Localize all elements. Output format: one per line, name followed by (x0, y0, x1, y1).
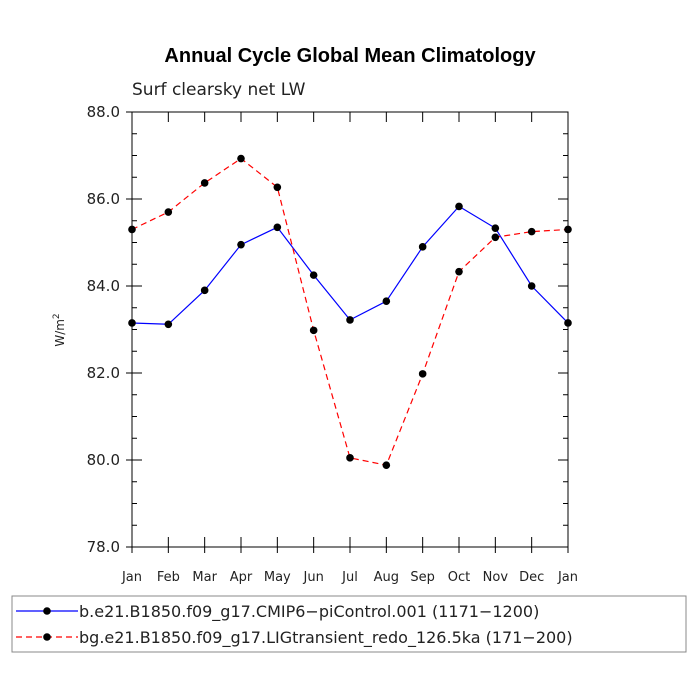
x-tick-label: Jan (121, 570, 142, 585)
legend-marker (43, 633, 51, 641)
data-point (527, 227, 536, 236)
legend-item-2: bg.e21.B1850.f09_g17.LIGtransient_redo_1… (16, 628, 573, 648)
plot-frame (131, 111, 569, 548)
chart-subtitle: Surf clearsky net LW (132, 80, 306, 100)
x-tick-label: Oct (448, 570, 470, 585)
data-point (200, 179, 209, 187)
legend-label: b.e21.B1850.f09_g17.CMIP6−piControl.001 … (79, 602, 539, 622)
y-tick-label: 78.0 (87, 538, 120, 556)
data-point (527, 282, 536, 290)
data-point (564, 225, 572, 234)
data-point (237, 154, 245, 163)
legend-label: bg.e21.B1850.f09_g17.LIGtransient_redo_1… (79, 628, 573, 648)
series-layer (128, 154, 572, 470)
data-point (418, 370, 427, 378)
y-tick-label: 88.0 (87, 103, 120, 121)
data-point (237, 240, 245, 249)
x-tick-label: May (264, 570, 291, 585)
y-tick-label: 84.0 (87, 277, 120, 295)
x-tick-label: Mar (192, 570, 217, 585)
data-point (346, 454, 354, 462)
chart-title: Annual Cycle Global Mean Climatology (164, 45, 536, 67)
data-point (455, 202, 463, 211)
data-point (455, 267, 463, 276)
data-point (418, 243, 427, 251)
data-point (564, 319, 572, 327)
legend: b.e21.B1850.f09_g17.CMIP6−piControl.001 … (16, 602, 573, 648)
x-tick-label: Aug (374, 570, 399, 585)
data-point (491, 224, 500, 232)
x-tick-labels: Jan Feb Mar Apr May Jun Jul Aug Sep Oct Nov Dec Jan (121, 570, 578, 585)
legend-item-1: b.e21.B1850.f09_g17.CMIP6−piControl.001 … (16, 602, 539, 622)
data-point (128, 319, 136, 327)
axis-ticks (126, 111, 569, 553)
data-point (164, 208, 173, 216)
x-tick-label: Sep (410, 570, 435, 585)
data-point (128, 225, 136, 234)
data-point (309, 326, 318, 335)
data-point (273, 223, 282, 232)
series-line (131, 205, 569, 325)
x-tick-label: Nov (483, 570, 509, 585)
x-tick-label: Jun (303, 570, 324, 585)
x-tick-label: Jan (557, 570, 578, 585)
y-axis-label: W/m2 (52, 313, 67, 346)
legend-marker (43, 607, 51, 615)
x-tick-label: Apr (230, 570, 253, 585)
x-tick-label: Dec (519, 570, 544, 585)
series-2 (128, 154, 572, 470)
y-tick-label: 86.0 (87, 190, 120, 208)
series-1 (128, 202, 572, 329)
y-tick-labels: 78.0 80.0 82.0 84.0 86.0 88.0 (87, 103, 120, 556)
data-point (309, 271, 318, 279)
series-line (131, 157, 569, 466)
data-point (273, 183, 282, 192)
data-point (491, 233, 500, 242)
data-point (382, 297, 391, 306)
x-tick-label: Jul (341, 570, 358, 585)
y-tick-label: 82.0 (87, 364, 120, 382)
data-point (200, 286, 209, 295)
data-point (382, 461, 391, 470)
data-point (164, 320, 173, 329)
x-tick-label: Feb (157, 570, 180, 585)
data-point (346, 316, 354, 324)
legend-box (11, 595, 687, 653)
y-tick-label: 80.0 (87, 451, 120, 469)
